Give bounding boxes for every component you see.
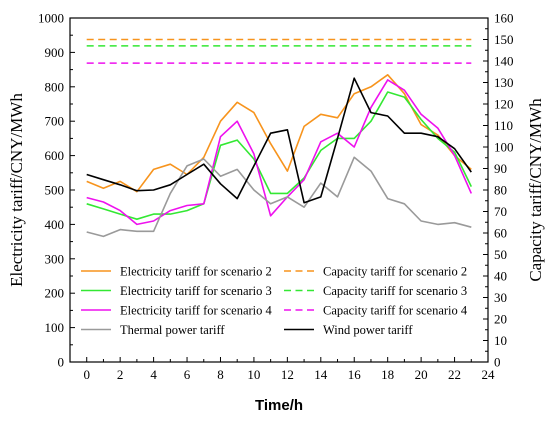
right-y-tick-label: 110 (494, 118, 513, 133)
legend-label: Electricity tariff for scenario 3 (120, 284, 272, 298)
x-tick-label: 12 (281, 367, 294, 382)
plot-area (86, 38, 473, 238)
legend-label: Capacity tariff for scenario 2 (323, 265, 467, 279)
right-y-tick-label: 70 (494, 204, 507, 219)
legend-label: Capacity tariff for scenario 3 (323, 284, 467, 298)
x-tick-label: 22 (448, 367, 461, 382)
left-y-tick-label: 100 (45, 320, 65, 335)
x-tick-label: 20 (415, 367, 428, 382)
left-y-tick-label: 500 (45, 183, 65, 198)
right-y-tick-label: 60 (494, 226, 507, 241)
left-y-axis-title: Electricity tariff/CNY/MWh (7, 93, 26, 287)
right-y-tick-label: 140 (494, 54, 514, 69)
x-tick-label: 10 (247, 367, 260, 382)
x-tick-label: 24 (482, 367, 496, 382)
right-y-tick-label: 90 (494, 161, 507, 176)
series-line-5 (86, 79, 473, 226)
legend-label: Thermal power tariff (120, 323, 225, 337)
x-tick-label: 0 (83, 367, 90, 382)
x-axis-title: Time/h (255, 397, 303, 414)
left-y-tick-label: 900 (45, 45, 65, 60)
x-tick-label: 18 (381, 367, 394, 382)
left-y-tick-label: 700 (45, 114, 65, 129)
series-line-8 (86, 77, 472, 204)
series-line-3 (86, 91, 473, 220)
legend-label: Capacity tariff for scenario 4 (323, 304, 468, 318)
right-y-tick-label: 40 (494, 269, 507, 284)
series-line-1 (86, 74, 472, 193)
x-tick-label: 2 (117, 367, 124, 382)
right-y-tick-label: 130 (494, 75, 514, 90)
right-y-tick-label: 10 (494, 333, 507, 348)
right-y-tick-label: 0 (494, 355, 501, 370)
left-y-tick-label: 600 (45, 148, 65, 163)
right-y-tick-label: 80 (494, 183, 507, 198)
right-y-tick-label: 30 (494, 290, 507, 305)
left-y-tick-label: 400 (45, 217, 65, 232)
right-y-tick-label: 20 (494, 312, 507, 327)
x-tick-label: 14 (314, 367, 328, 382)
legend-label: Electricity tariff for scenario 2 (120, 265, 272, 279)
right-y-tick-label: 100 (494, 140, 514, 155)
right-y-tick-label: 120 (494, 97, 514, 112)
x-tick-label: 16 (348, 367, 362, 382)
right-y-tick-label: 150 (494, 32, 514, 47)
right-y-tick-label: 50 (494, 247, 507, 262)
series-line-7 (86, 156, 472, 238)
legend-label: Electricity tariff for scenario 4 (120, 304, 273, 318)
left-y-tick-label: 800 (45, 79, 65, 94)
right-y-axis-title: Capacity tariff/CNY/MWh (526, 98, 545, 282)
right-y-tick-label: 160 (494, 11, 514, 26)
left-y-tick-label: 300 (45, 251, 65, 266)
legend-label: Wind power tariff (323, 323, 413, 337)
x-tick-label: 6 (184, 367, 191, 382)
x-tick-label: 8 (217, 367, 224, 382)
x-tick-label: 4 (150, 367, 157, 382)
axes: 0 2 4 6 8 10 12 14 16 18 20 22 240100200300400500600… (38, 11, 514, 383)
left-y-tick-label: 1000 (38, 11, 64, 26)
left-y-tick-label: 200 (45, 286, 65, 301)
left-y-tick-label: 0 (58, 355, 65, 370)
legend: Electricity tariff for scenario 2 Capacit… (81, 265, 468, 337)
